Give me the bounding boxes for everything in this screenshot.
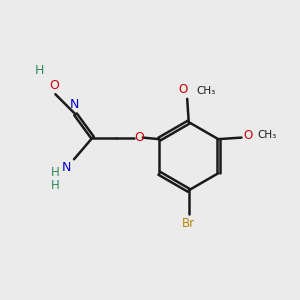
Text: O: O [243,129,252,142]
Text: O: O [179,83,188,96]
Text: N: N [61,161,71,174]
Text: O: O [49,79,59,92]
Text: N: N [69,98,79,111]
Text: H: H [35,64,45,77]
Text: O: O [134,131,144,144]
Text: Br: Br [182,217,195,230]
Text: CH₃: CH₃ [257,130,276,140]
Text: CH₃: CH₃ [196,86,216,96]
Text: H: H [51,178,60,191]
Text: H: H [51,166,60,179]
